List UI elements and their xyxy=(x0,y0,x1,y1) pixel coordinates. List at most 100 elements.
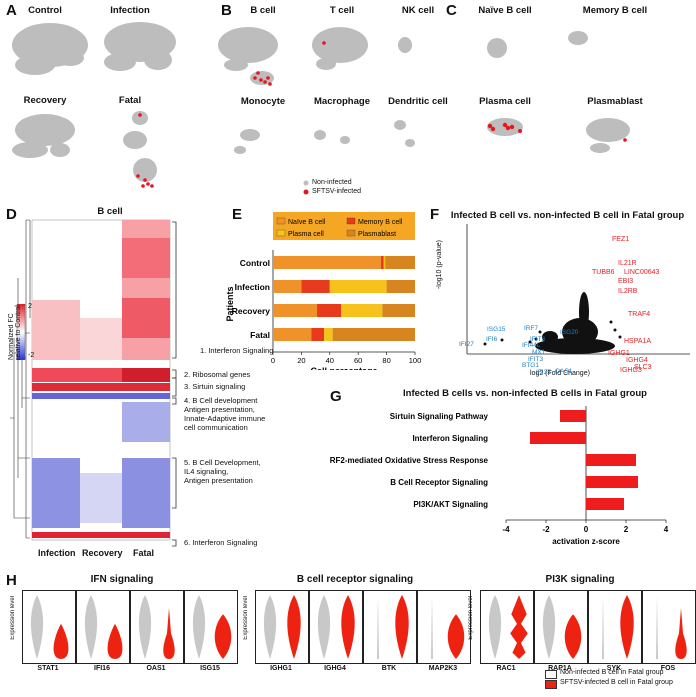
volcano-title: Infected B cell vs. non-infected B cell … xyxy=(450,210,685,221)
violin-svg xyxy=(317,595,355,659)
violin-noninfected xyxy=(192,595,206,659)
e-ylabel: Patients xyxy=(225,286,235,321)
violin-gene-label: ISG15 xyxy=(200,665,220,672)
violin-infected xyxy=(53,623,69,659)
bar-control-0 xyxy=(273,256,381,269)
bar-infection-0 xyxy=(273,280,302,293)
category-label-0: Control xyxy=(240,258,270,268)
cluster-5-label-3: Antigen presentation xyxy=(184,476,253,485)
tsne-dendritic-cloud xyxy=(394,120,415,147)
bar-control-1 xyxy=(380,256,384,269)
bar-fatal-0 xyxy=(273,328,312,341)
heatmap-scale-min: -2 xyxy=(28,352,35,359)
tsne-naive-cloud xyxy=(487,38,507,58)
legend-infected-label: SFTSV-infected xyxy=(312,188,362,195)
violin-svg xyxy=(192,595,232,659)
violin-noninfected xyxy=(656,595,658,659)
tsne-plasmablast-cloud xyxy=(586,118,630,153)
g-xlabel: activation z-score xyxy=(552,537,620,546)
violin-box xyxy=(22,590,76,664)
volcano-down-gene: ISG15 xyxy=(487,326,506,333)
violin-infected xyxy=(447,614,465,659)
tsne-title-infection: Infection xyxy=(110,5,150,16)
e-xlabel: Cell percentage xyxy=(310,366,377,370)
zscore-label-1: Interferon Signaling xyxy=(412,434,488,443)
panel-label-d: D xyxy=(6,206,17,223)
zscore-bar-0 xyxy=(560,410,586,422)
bar-recovery-1 xyxy=(317,304,342,317)
violin-infected xyxy=(107,623,123,659)
cluster-3-label: 3. Sirtuin signaling xyxy=(184,382,246,391)
violin-infected xyxy=(214,614,232,659)
volcano-up-gene: SLC3 xyxy=(634,364,652,371)
violin-ylabel: Expression level xyxy=(468,596,474,640)
violin-svg xyxy=(377,595,409,659)
panel-label-f: F xyxy=(430,206,440,223)
violin-gene-label: OAS1 xyxy=(146,665,166,672)
violin-box xyxy=(363,590,417,664)
violin-noninfected xyxy=(138,595,152,659)
violin-noninfected xyxy=(602,595,604,659)
bar-recovery-3 xyxy=(382,304,415,317)
volcano-down-gene: BTG1 xyxy=(522,362,539,369)
tsne-title-macrophage: Macrophage xyxy=(314,96,370,107)
zscore-label-4: PI3K/AKT Signaling xyxy=(413,500,488,509)
cluster-2-label: 2. Ribosomal genes xyxy=(184,370,251,379)
violin-infected xyxy=(395,595,409,659)
volcano-up-gene: IL21R xyxy=(618,260,637,267)
heatmap-scale-max: 2 xyxy=(28,303,32,310)
e-tick-label-3: 60 xyxy=(354,356,362,365)
heatmap-title: B cell xyxy=(97,206,123,217)
bar-control-2 xyxy=(383,256,386,269)
violin-noninfected xyxy=(542,595,556,659)
tsne-title-dendritic: Dendritic cell xyxy=(388,96,448,107)
tsne-fatal-infected xyxy=(136,113,154,188)
violin-gene-label: RAC1 xyxy=(496,665,516,672)
cluster-1-label: 1. Interferon Signaling xyxy=(200,346,274,355)
violin-group-title: IFN signaling xyxy=(90,574,154,585)
volcano-down-gene: ISG20 xyxy=(560,329,579,336)
legend-bg xyxy=(273,212,415,240)
tsne-recovery-cloud xyxy=(12,114,75,158)
heatmap-col-infection: Infection xyxy=(38,548,76,558)
zscore-label-0: Sirtuin Signaling Pathway xyxy=(390,412,489,421)
volcano-up-gene: HSPA1A xyxy=(624,338,652,345)
volcano-down-gene: IFIT3 xyxy=(528,356,544,363)
violin-noninfected xyxy=(377,595,379,659)
legend-swatch-3 xyxy=(346,229,356,237)
zscore-bar-2 xyxy=(586,454,636,466)
tsne-title-recovery: Recovery xyxy=(23,95,67,106)
tsne-bcell-infected xyxy=(253,71,272,86)
zscore-label-3: B Cell Receptor Signaling xyxy=(390,478,488,487)
volcano-down-gene: IRF7 xyxy=(524,325,539,332)
cluster-6-label: 6. Interferon Signaling xyxy=(184,538,258,547)
bar-infection-2 xyxy=(329,280,387,293)
violin-svg xyxy=(542,595,582,659)
cluster-4-label-2: Antigen presentation, xyxy=(184,405,255,414)
violin-noninfected xyxy=(488,595,502,659)
legend-noninfected-dot xyxy=(303,180,309,186)
tsne-fatal-cloud xyxy=(123,111,157,182)
legend-label-2: Plasma cell xyxy=(288,231,324,238)
legend-swatch-2 xyxy=(276,229,286,237)
g-tick-label-0: -4 xyxy=(502,525,510,534)
heatmap-dendrogram xyxy=(10,219,31,539)
legend-infected-dot xyxy=(303,189,309,195)
tsne-title-fatal: Fatal xyxy=(118,95,142,106)
tsne-macrophage-cloud xyxy=(314,130,350,144)
violin-gene-label: MAP2K3 xyxy=(428,665,458,672)
zscore-bar-1 xyxy=(530,432,586,444)
violin-box xyxy=(534,590,588,664)
zscore-bar-chart: Sirtuin Signaling Pathway Interferon Sign… xyxy=(330,406,669,546)
heatmap-col-recovery: Recovery xyxy=(82,548,123,558)
zscore-bar-4 xyxy=(586,498,624,510)
tsne-memory-cloud xyxy=(568,31,588,45)
tsne-infection-cloud xyxy=(104,22,176,71)
tsne-title-plasma: Plasma cell xyxy=(479,96,531,107)
tsne-title-tcell: T cell xyxy=(329,5,355,16)
volcano-up-gene: IGHG1 xyxy=(608,350,630,357)
violin-gene-label: IFI16 xyxy=(94,665,110,672)
volcano-up-gene: FEZ1 xyxy=(612,236,630,243)
violin-svg xyxy=(656,595,687,659)
volcano-down-gene: IFI35 xyxy=(536,369,551,376)
